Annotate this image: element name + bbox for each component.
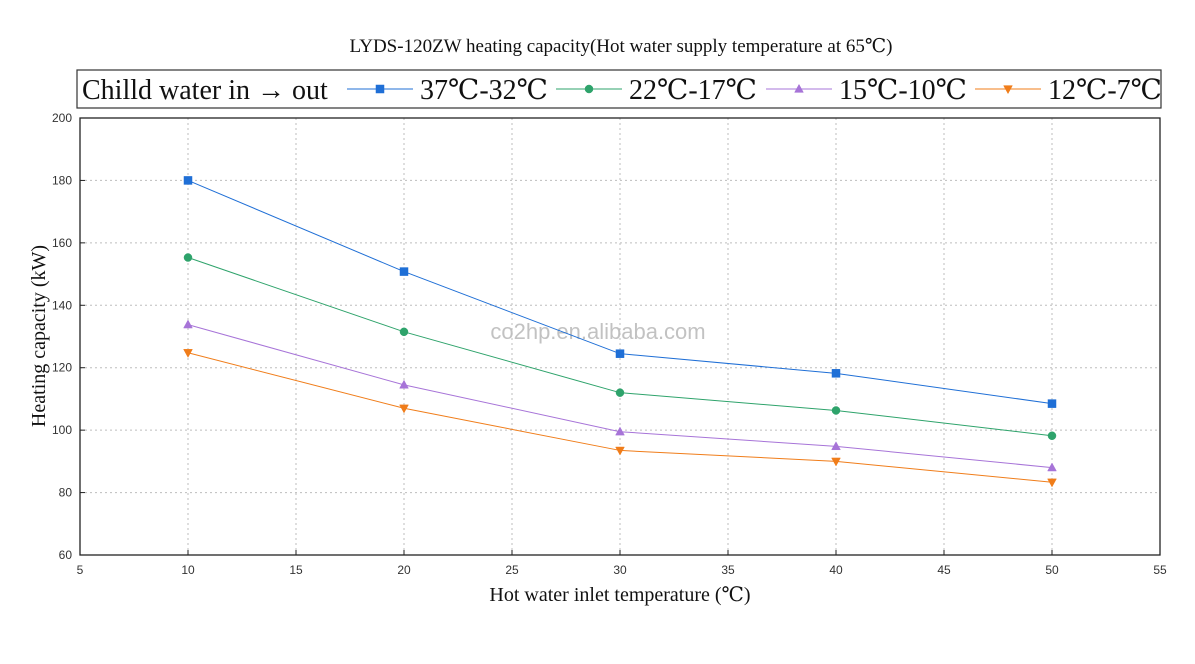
legend-marker	[584, 84, 594, 94]
data-point	[1047, 478, 1057, 488]
data-point	[1047, 431, 1057, 441]
legend-label: 22℃-17℃	[629, 75, 757, 106]
x-tick-label: 25	[505, 563, 519, 577]
data-point	[1047, 399, 1057, 408]
data-point	[183, 319, 193, 329]
y-axis: 60 80 100 120 140 160 180 200	[52, 111, 85, 562]
x-tick-label: 50	[1045, 563, 1059, 577]
legend-marker	[375, 84, 385, 94]
x-tick-label: 20	[397, 563, 411, 577]
data-point	[615, 349, 625, 358]
legend-marker	[794, 83, 804, 93]
legend: Chilld water in → out 37℃-32℃ 22℃-17℃ 15℃-…	[76, 69, 1162, 109]
data-point	[399, 379, 409, 389]
x-axis-label: Hot water inlet temperature (℃)	[489, 584, 750, 606]
legend-item: 15℃-10℃	[766, 75, 967, 106]
y-axis-label: Heating capacity (kW)	[28, 245, 50, 427]
x-tick-label: 40	[829, 563, 843, 577]
x-tick-label: 15	[289, 563, 303, 577]
legend-marker	[1003, 85, 1013, 95]
x-tick-label: 10	[181, 563, 195, 577]
series	[183, 253, 1057, 441]
data-point	[183, 176, 193, 185]
legend-label: 15℃-10℃	[839, 75, 967, 106]
data-point	[831, 406, 841, 415]
x-tick-label: 45	[937, 563, 951, 577]
chart-title: LYDS-120ZW heating capacity(Hot water su…	[350, 36, 893, 57]
data-point	[183, 253, 193, 262]
series	[183, 349, 1057, 488]
y-tick-label: 60	[59, 548, 73, 562]
data-point	[1047, 462, 1057, 472]
legend-item: 37℃-32℃	[347, 75, 548, 106]
series	[183, 319, 1057, 472]
data-point	[183, 349, 193, 358]
watermark: co2hp.en.alibaba.com	[490, 319, 705, 344]
y-tick-label: 100	[52, 423, 72, 437]
y-tick-label: 180	[52, 173, 72, 187]
data-point	[831, 369, 841, 378]
y-tick-label: 200	[52, 111, 72, 125]
data-point	[831, 457, 841, 467]
legend-title: Chilld water in → out	[82, 75, 328, 106]
data-point	[399, 267, 409, 276]
series	[183, 176, 1057, 408]
data-point	[615, 426, 625, 436]
data-point	[399, 327, 409, 337]
legend-item: 12℃-7℃	[975, 75, 1162, 106]
x-tick-label: 5	[77, 563, 84, 577]
data-point	[615, 388, 625, 397]
legend-label: 12℃-7℃	[1048, 75, 1162, 106]
data-point	[831, 441, 841, 451]
y-tick-label: 120	[52, 361, 72, 375]
y-tick-label: 140	[52, 298, 72, 312]
series-layer	[183, 176, 1057, 488]
legend-item: 22℃-17℃	[556, 75, 757, 106]
x-axis: 5 10 15 20 25 30 35 40 45 50 55	[77, 550, 1167, 577]
y-tick-label: 160	[52, 236, 72, 250]
y-tick-label: 80	[59, 486, 73, 500]
series-line	[187, 352, 1053, 483]
data-point	[399, 404, 409, 414]
x-tick-label: 55	[1153, 563, 1167, 577]
x-tick-label: 30	[613, 563, 627, 577]
data-point	[615, 446, 625, 456]
legend-label: 37℃-32℃	[420, 75, 548, 106]
x-tick-label: 35	[721, 563, 735, 577]
